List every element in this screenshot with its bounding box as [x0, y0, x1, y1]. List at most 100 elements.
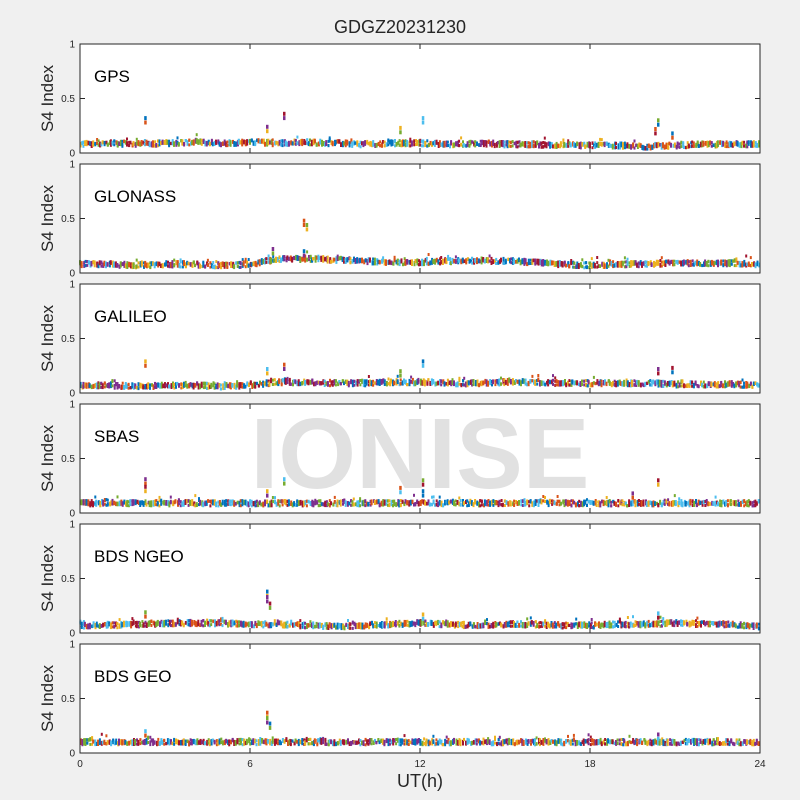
data-point — [239, 499, 242, 503]
data-point — [346, 140, 349, 144]
data-point — [589, 145, 591, 149]
data-point — [100, 260, 103, 264]
data-point — [113, 386, 116, 390]
data-point — [745, 262, 748, 266]
data-point — [417, 377, 420, 381]
data-point — [238, 384, 241, 388]
data-point — [140, 263, 143, 267]
data-point — [534, 503, 537, 506]
data-point — [409, 137, 412, 141]
data-point — [589, 142, 591, 146]
data-point — [606, 262, 608, 266]
data-point — [194, 494, 197, 498]
data-point — [312, 138, 315, 142]
data-point — [143, 261, 145, 265]
data-point — [673, 263, 676, 267]
data-point — [267, 142, 270, 146]
data-point — [431, 502, 433, 506]
data-point — [239, 385, 242, 389]
data-point — [403, 378, 405, 382]
data-point — [746, 385, 749, 389]
data-point — [403, 381, 405, 384]
data-point — [532, 140, 535, 144]
data-point — [191, 264, 194, 268]
data-point — [406, 139, 409, 143]
data-point — [209, 265, 212, 269]
data-point — [506, 382, 509, 386]
data-point — [434, 503, 437, 507]
data-point — [715, 385, 718, 389]
data-point — [550, 143, 553, 147]
data-point — [502, 140, 505, 144]
axes-background — [80, 284, 760, 393]
data-point — [515, 260, 517, 264]
data-point — [192, 142, 195, 146]
data-point — [758, 264, 761, 268]
data-point — [546, 261, 548, 265]
data-point — [715, 382, 718, 386]
data-point — [470, 502, 473, 506]
data-point — [516, 260, 519, 264]
data-point — [628, 261, 631, 265]
data-point — [383, 379, 386, 383]
data-point — [404, 500, 407, 504]
data-point — [668, 381, 671, 384]
data-point — [495, 144, 498, 148]
data-point — [343, 256, 345, 260]
data-point — [287, 257, 290, 261]
data-point — [202, 264, 205, 268]
data-point — [390, 501, 393, 505]
data-point — [426, 139, 429, 143]
data-point — [632, 145, 635, 149]
data-point — [450, 380, 453, 384]
data-point — [552, 145, 555, 149]
data-point — [258, 259, 261, 263]
data-point — [212, 382, 215, 386]
data-point — [420, 144, 423, 148]
data-point — [584, 144, 587, 148]
data-point — [286, 143, 289, 147]
data-point — [154, 385, 156, 389]
data-point — [460, 136, 463, 140]
data-point — [243, 140, 246, 144]
data-point — [657, 144, 660, 148]
data-point — [215, 383, 218, 387]
data-point — [255, 262, 258, 266]
data-point — [454, 255, 457, 259]
data-point — [682, 259, 685, 263]
data-point — [270, 504, 273, 508]
data-point — [605, 142, 608, 146]
data-point — [413, 381, 416, 384]
data-point — [171, 142, 174, 146]
data-point — [622, 146, 624, 150]
data-point — [657, 260, 660, 263]
data-point — [623, 383, 626, 387]
data-point — [413, 263, 416, 267]
data-point — [418, 263, 420, 267]
data-point — [197, 139, 200, 143]
data-point — [221, 501, 224, 505]
data-point — [453, 258, 456, 262]
data-point — [307, 141, 310, 145]
data-point — [492, 503, 495, 507]
data-point — [362, 141, 365, 145]
data-point — [340, 142, 342, 146]
data-point — [630, 260, 633, 264]
data-point — [294, 139, 297, 143]
data-point — [603, 265, 606, 269]
data-point — [585, 265, 588, 269]
data-point — [507, 257, 510, 261]
data-point — [603, 144, 606, 148]
data-point — [229, 143, 232, 147]
data-point — [527, 141, 530, 145]
data-point — [564, 502, 567, 506]
data-point — [220, 261, 223, 265]
data-point — [159, 383, 162, 386]
data-point — [378, 380, 381, 384]
data-point — [383, 501, 386, 505]
spike-point — [654, 131, 657, 136]
data-point — [389, 383, 392, 387]
data-point — [757, 384, 760, 388]
data-point — [296, 256, 299, 260]
data-point — [95, 382, 98, 386]
